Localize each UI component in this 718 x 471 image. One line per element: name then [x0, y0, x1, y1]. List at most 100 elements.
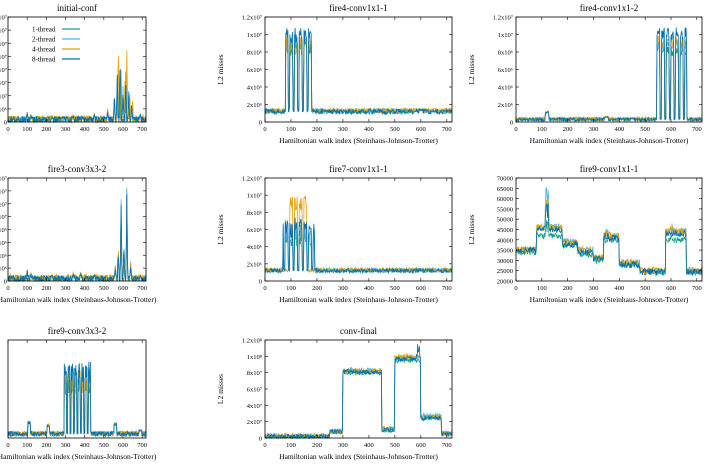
x-tick-label: 600	[118, 126, 128, 133]
x-tick-label: 500	[640, 126, 650, 133]
y-tick-label: 4x10⁶	[498, 85, 513, 92]
y-tick-label: 1.2x10⁷	[242, 176, 262, 183]
legend: 1-thread 2-thread 4-thread 8-thread	[32, 26, 80, 64]
y-tick-label: 10⁷	[0, 80, 7, 87]
y-tick-label: 1.2x10⁸	[242, 338, 263, 345]
x-tick-label: 400	[614, 285, 624, 292]
y-tick-label: 4x10⁷	[247, 403, 262, 410]
x-tick-label: 400	[80, 285, 90, 292]
x-tick-label: 500	[99, 126, 109, 133]
x-axis-label: Hamiltonian walk index (Steinhaus-Johnso…	[0, 452, 157, 461]
x-tick-label: 100	[22, 126, 32, 133]
x-tick-label: 400	[80, 442, 90, 449]
y-tick-label: 10⁶	[0, 253, 7, 260]
x-tick-label: 400	[364, 126, 374, 133]
panel-fire4-conv1x1-2: fire4-conv1x1-2 0 100 200 300 400 500 600 700 0 2x…	[467, 3, 703, 145]
y-tick-label: 0	[259, 279, 262, 286]
y-axis-label: L2 misses	[216, 54, 225, 84]
series-line-8-thread	[7, 361, 147, 438]
x-tick-label: 200	[563, 285, 573, 292]
x-tick-label: 700	[442, 442, 452, 449]
x-tick-label: 400	[364, 285, 374, 292]
y-tick-label: 6x10⁷	[247, 387, 262, 394]
series-line-8-thread	[7, 194, 147, 283]
y-tick-label: 8x10⁷	[247, 370, 262, 377]
x-tick-label: 200	[312, 442, 322, 449]
y-tick-label: 2x10⁶	[247, 261, 262, 268]
legend-label: 2-thread	[32, 36, 56, 44]
x-tick-label: 300	[589, 126, 599, 133]
y-tick-label: 70000	[497, 176, 513, 183]
x-tick-label: 200	[41, 442, 51, 449]
panel-title: fire4-conv1x1-1	[329, 3, 387, 13]
legend-label: 4-thread	[32, 46, 56, 54]
x-tick-label: 600	[118, 442, 128, 449]
panel-title: fire4-conv1x1-2	[580, 3, 638, 13]
y-axis-label: L2 misses	[467, 214, 476, 244]
y-tick-label: 10⁶	[0, 227, 7, 234]
x-axis-label: Hamiltonian walk index (Steinhaus-Johnso…	[279, 452, 438, 461]
x-tick-label: 0	[263, 442, 266, 449]
x-axis-label: Hamiltonian walk index (Steinhaus-Johnso…	[530, 295, 689, 304]
legend-label: 1-thread	[32, 26, 56, 34]
y-axis-label: L2 misses	[467, 54, 476, 84]
x-tick-label: 0	[263, 285, 266, 292]
y-tick-label: 10⁷	[0, 41, 7, 48]
y-tick-label: 40000	[497, 237, 513, 244]
y-tick-label: 50000	[497, 217, 513, 224]
x-tick-label: 400	[364, 442, 374, 449]
y-tick-label: 0	[510, 120, 513, 127]
panel-initial-conf: initial-conf 0 100 200 300 400 500 600 700 0 10⁶ 10…	[0, 3, 147, 133]
y-tick-label: 1x10⁷	[247, 193, 262, 200]
y-tick-label: 6x10⁶	[247, 227, 262, 234]
y-tick-label: 10⁶	[0, 106, 7, 113]
panel-title: fire3-conv3x3-2	[48, 164, 106, 174]
series-line-8-thread	[264, 344, 453, 440]
y-axis-label: L2 misses	[216, 374, 225, 404]
x-tick-label: 100	[537, 285, 547, 292]
x-tick-label: 700	[137, 285, 147, 292]
y-tick-label: 1.2x10⁷	[493, 15, 513, 22]
series-line-4-thread	[7, 194, 147, 283]
panel-title: fire9-conv3x3-2	[48, 326, 106, 336]
y-tick-label: 10⁷	[0, 201, 7, 208]
y-tick-label: 10⁷	[0, 67, 7, 74]
panel-title: initial-conf	[57, 3, 97, 13]
x-tick-label: 100	[537, 126, 547, 133]
y-tick-label: 10⁷	[0, 176, 7, 183]
x-tick-label: 100	[22, 442, 32, 449]
x-tick-label: 500	[99, 442, 109, 449]
x-tick-label: 100	[22, 285, 32, 292]
x-tick-label: 300	[61, 285, 71, 292]
series-line-2-thread	[264, 353, 453, 440]
x-axis-label: Hamiltonian walk index (Steinhaus-Johnso…	[279, 136, 438, 145]
y-tick-label: 2x10⁷	[247, 419, 262, 426]
panel-fire9-conv3x3-2: fire9-conv3x3-2 0 100 200 300 400 500 600 700 Ham…	[0, 326, 157, 461]
y-tick-label: 1x10⁸	[247, 354, 263, 361]
y-tick-label: 60000	[497, 196, 513, 203]
y-tick-label: 10⁶	[0, 240, 7, 247]
x-tick-label: 300	[338, 285, 348, 292]
x-tick-label: 400	[80, 126, 90, 133]
series-line-2-thread	[515, 186, 703, 276]
panel-title: conv-final	[340, 326, 377, 336]
panel-fire3-conv3x3-2: fire3-conv3x3-2 0 100 200 300 400 500 600 700 0 10…	[0, 164, 157, 304]
panel-fire4-conv1x1-1: fire4-conv1x1-1 0 100 200 300 400 500 600 700 0 2x…	[216, 3, 453, 145]
x-tick-label: 700	[137, 442, 147, 449]
y-tick-label: 35000	[497, 248, 513, 255]
y-tick-label: 0	[259, 120, 262, 127]
x-tick-label: 0	[6, 126, 9, 133]
legend-label: 8-thread	[32, 56, 56, 64]
y-tick-label: 8x10⁶	[247, 210, 262, 217]
y-tick-label: 10⁷	[0, 188, 7, 195]
x-tick-label: 500	[99, 285, 109, 292]
series-line-8-thread	[516, 203, 703, 277]
x-tick-label: 300	[338, 126, 348, 133]
x-tick-label: 300	[61, 442, 71, 449]
plot-frame	[264, 339, 453, 439]
x-tick-label: 400	[614, 126, 624, 133]
x-tick-label: 300	[61, 126, 71, 133]
panel-title: fire9-conv1x1-1	[580, 164, 638, 174]
x-tick-label: 0	[6, 285, 9, 292]
